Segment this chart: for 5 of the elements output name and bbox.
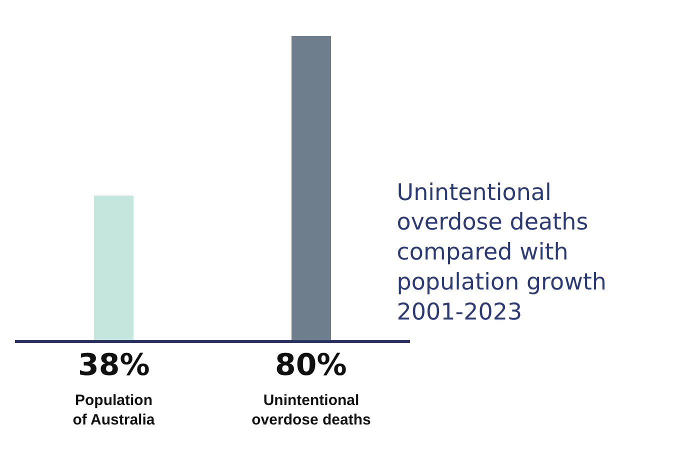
- data-label: 38%: [78, 348, 150, 383]
- x-tick-label: Population of Australia: [72, 392, 156, 428]
- x-tick-label: Unintentional overdose deaths: [252, 392, 371, 428]
- text: Unintentional overdose deaths compared with population growth 2001-2023: [396, 180, 606, 326]
- data-label: 80%: [275, 348, 347, 383]
